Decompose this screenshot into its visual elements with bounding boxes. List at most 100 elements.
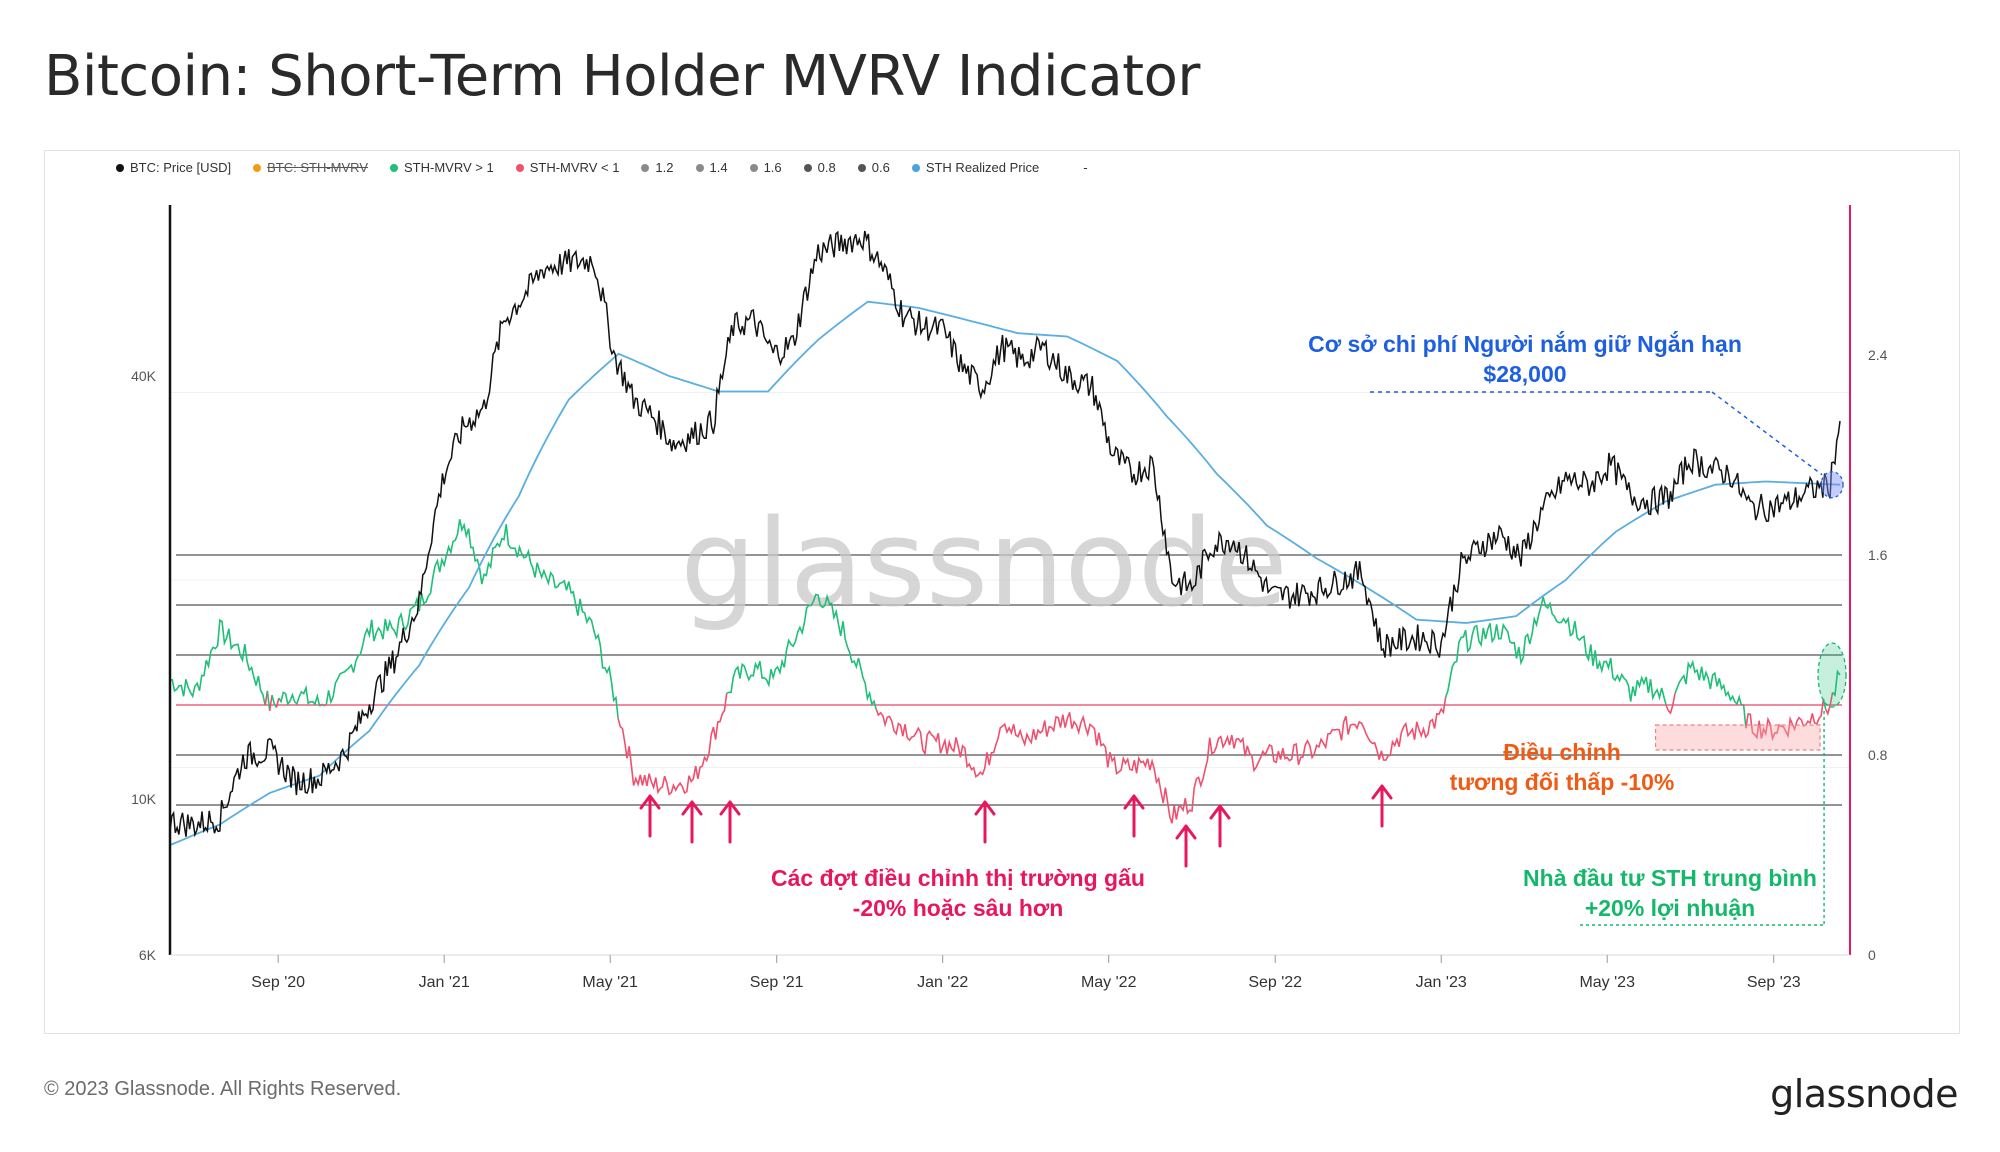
x-tick-May22: May '22 bbox=[1081, 974, 1137, 991]
legend-dot-price bbox=[116, 163, 124, 172]
legend-item-mvrv-above[interactable]: STH-MVRV > 1 bbox=[390, 160, 494, 175]
bear-arrow-7 bbox=[1371, 784, 1393, 828]
x-tick-Jan22: Jan '22 bbox=[917, 974, 968, 991]
mvrv-segment-12 bbox=[726, 593, 877, 710]
mvrv-segment-21 bbox=[1824, 692, 1834, 716]
bear-arrow-3 bbox=[974, 800, 996, 844]
legend-dot-1-2 bbox=[641, 163, 650, 172]
right-tick-1-6: 1.6 bbox=[1868, 547, 1888, 563]
legend-item-1-6[interactable]: 1.6 bbox=[749, 160, 782, 175]
brand-logo: glassnode bbox=[1770, 1072, 1958, 1116]
bear-note-line1: Các đợt điều chỉnh thị trường gấu bbox=[771, 865, 1145, 891]
grid-layer bbox=[170, 392, 1850, 806]
x-tick-Jan21: Jan '21 bbox=[419, 974, 470, 991]
legend-item-1-2[interactable]: 1.2 bbox=[641, 160, 674, 175]
mvrv-segment-8 bbox=[321, 703, 325, 707]
legend-item-0-8[interactable]: 0.8 bbox=[803, 160, 836, 175]
cost-basis-pointer bbox=[1711, 391, 1823, 476]
mvrv-segment-15 bbox=[1665, 693, 1676, 715]
profit-highlight bbox=[1817, 642, 1847, 708]
realized-price-line bbox=[169, 300, 1841, 846]
bear-arrow-2 bbox=[719, 800, 741, 844]
annotation-layer: Cơ sở chi phí Người nắm giữ Ngắn hạn $28… bbox=[639, 330, 1847, 926]
mvrv-segment-9 bbox=[323, 703, 327, 707]
legend-item-1-4[interactable]: 1.4 bbox=[695, 160, 728, 175]
legend-label-price: BTC: Price [USD] bbox=[130, 160, 232, 175]
mvrv-segment-5 bbox=[275, 697, 280, 708]
legend-item-mvrv-below[interactable]: STH-MVRV < 1 bbox=[515, 160, 620, 175]
legend-dot-0-6 bbox=[857, 163, 866, 172]
cost-basis-note-line1: Cơ sở chi phí Người nắm giữ Ngắn hạn bbox=[1308, 330, 1742, 357]
mvrv-segment-22 bbox=[1832, 669, 1841, 697]
right-tick-2-4: 2.4 bbox=[1868, 347, 1888, 363]
chart-legend: BTC: Price [USD] BTC: STH-MVRV STH-MVRV … bbox=[116, 160, 1088, 175]
profit-note-line1: Nhà đầu tư STH trung bình bbox=[1523, 865, 1817, 891]
mvrv-segment-18 bbox=[1742, 704, 1747, 729]
bear-arrow-0 bbox=[639, 794, 661, 838]
x-tick-Jan23: Jan '23 bbox=[1416, 974, 1467, 991]
mvrv-segment-10 bbox=[325, 519, 619, 719]
bear-arrow-4 bbox=[1123, 794, 1145, 838]
mvrv-segment-20 bbox=[1822, 698, 1827, 710]
legend-label-dash: - bbox=[1083, 160, 1088, 175]
legend-dot-sth-mvrv bbox=[253, 163, 262, 172]
cost-basis-highlight bbox=[1820, 471, 1844, 499]
legend-label-1-4: 1.4 bbox=[709, 160, 728, 175]
correction-highlight-box bbox=[1654, 724, 1821, 751]
mvrv-segment-6 bbox=[278, 684, 321, 707]
axes-layer: 6K 10K 40K 0 0.8 1.6 2.4 Sep '20 Jan '21 May '21 S… bbox=[131, 205, 1888, 991]
bear-arrow-6 bbox=[1209, 804, 1231, 848]
legend-item-realized[interactable]: STH Realized Price bbox=[911, 160, 1040, 175]
legend-label-1-6: 1.6 bbox=[763, 160, 782, 175]
btc-price-line bbox=[169, 230, 1841, 838]
profit-note-line2: +20% lợi nhuận bbox=[1585, 895, 1755, 921]
x-tick-Sep23: Sep '23 bbox=[1747, 974, 1801, 991]
legend-label-mvrv-below: STH-MVRV < 1 bbox=[529, 160, 620, 175]
legend-label-mvrv-above: STH-MVRV > 1 bbox=[404, 160, 494, 175]
mvrv-segment-16 bbox=[1674, 659, 1743, 706]
mvrv-segment-3 bbox=[268, 695, 273, 712]
watermark: glassnode bbox=[680, 495, 1288, 634]
x-tick-Sep21: Sep '21 bbox=[750, 974, 804, 991]
left-tick-40K: 40K bbox=[131, 368, 157, 384]
correction-note-line2: tương đối thấp -10% bbox=[1450, 769, 1675, 795]
legend-dot-1-4 bbox=[695, 163, 704, 172]
right-tick-0-8: 0.8 bbox=[1868, 747, 1888, 763]
x-tick-May23: May '23 bbox=[1579, 974, 1635, 991]
right-tick-0: 0 bbox=[1868, 947, 1876, 963]
left-tick-10K: 10K bbox=[131, 791, 157, 807]
legend-label-1-2: 1.2 bbox=[655, 160, 674, 175]
legend-item-price[interactable]: BTC: Price [USD] bbox=[116, 160, 231, 175]
mvrv-segment-0 bbox=[169, 618, 266, 706]
legend-item-sth-mvrv[interactable]: BTC: STH-MVRV bbox=[253, 160, 368, 175]
mvrv-segment-7 bbox=[319, 703, 323, 707]
legend-label-0-8: 0.8 bbox=[817, 160, 836, 175]
copyright: © 2023 Glassnode. All Rights Reserved. bbox=[44, 1078, 402, 1100]
mvrv-segment-11 bbox=[617, 692, 728, 796]
x-tick-Sep20: Sep '20 bbox=[251, 974, 305, 991]
bear-arrow-1 bbox=[681, 800, 703, 844]
mvrv-segment-13 bbox=[875, 697, 1447, 824]
legend-dot-mvrv-below bbox=[515, 163, 524, 172]
legend-dot-mvrv-above bbox=[390, 163, 399, 172]
bear-arrow-5 bbox=[1175, 824, 1197, 868]
mvrv-segment-4 bbox=[271, 694, 278, 708]
chart-frame bbox=[44, 150, 1960, 1034]
left-tick-6K: 6K bbox=[139, 947, 157, 963]
legend-item-0-6[interactable]: 0.6 bbox=[857, 160, 890, 175]
mvrv-segment-19 bbox=[1745, 698, 1825, 742]
legend-dot-0-8 bbox=[803, 163, 812, 172]
legend-dot-realized bbox=[911, 163, 920, 172]
mvrv-segment-14 bbox=[1444, 596, 1667, 706]
mvrv-segment-2 bbox=[266, 690, 271, 711]
legend-label-realized: STH Realized Price bbox=[925, 160, 1040, 175]
legend-dot-1-6 bbox=[749, 163, 758, 172]
page-title: Bitcoin: Short-Term Holder MVRV Indicato… bbox=[44, 44, 1200, 109]
bear-note-line2: -20% hoặc sâu hơn bbox=[853, 895, 1064, 921]
cost-basis-note-line2: $28,000 bbox=[1483, 361, 1566, 387]
x-tick-Sep22: Sep '22 bbox=[1248, 974, 1302, 991]
series-layer bbox=[169, 230, 1841, 846]
legend-item-dash[interactable]: - bbox=[1061, 160, 1087, 175]
correction-note-line1: Điều chỉnh bbox=[1503, 739, 1621, 765]
